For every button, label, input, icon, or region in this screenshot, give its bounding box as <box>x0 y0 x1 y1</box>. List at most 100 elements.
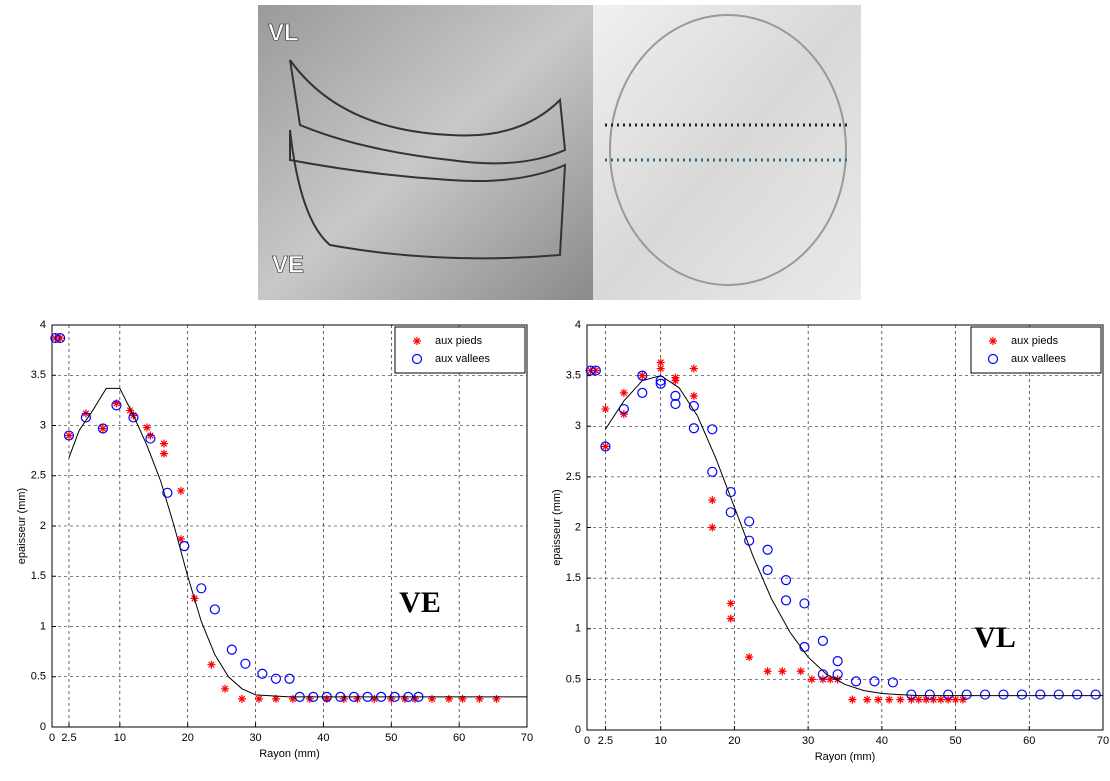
point <box>655 378 666 389</box>
legend-box <box>394 326 526 374</box>
x-axis-label: Rayon (mm) <box>259 748 320 760</box>
photo-shell-vl <box>289 59 567 165</box>
point <box>97 423 108 434</box>
x-tick-label: 0 <box>584 735 590 747</box>
point <box>958 695 967 704</box>
y-tick-label: 1 <box>575 623 581 635</box>
point <box>1053 689 1064 700</box>
point <box>708 496 717 505</box>
point <box>400 694 409 703</box>
y-tick-label: 0.5 <box>31 671 46 683</box>
x-tick-label: 50 <box>385 732 397 744</box>
point <box>998 689 1009 700</box>
y-tick-label: 3.5 <box>566 370 581 382</box>
legend-marker <box>987 353 999 365</box>
x-tick-label: 40 <box>317 732 329 744</box>
plot-frame <box>586 324 1104 731</box>
y-tick-label: 1 <box>40 620 46 632</box>
point <box>670 398 681 410</box>
point <box>780 575 792 586</box>
y-tick-label: 1.5 <box>31 570 46 582</box>
legend-marker <box>989 337 997 345</box>
point <box>305 694 314 703</box>
point <box>196 583 207 594</box>
photo-left <box>258 5 593 300</box>
point <box>656 358 665 367</box>
point <box>936 695 945 704</box>
point <box>63 430 75 441</box>
photo-label: VL <box>268 19 299 46</box>
point <box>924 689 935 700</box>
legend-label: aux pieds <box>435 335 483 347</box>
point <box>688 423 699 434</box>
x-tick-label: 60 <box>453 732 465 744</box>
point <box>159 449 168 458</box>
point <box>707 424 718 435</box>
y-tick-label: 4 <box>575 319 581 331</box>
annotation: VL <box>974 621 1016 654</box>
point <box>807 675 816 684</box>
point <box>1035 689 1046 700</box>
x-tick-label: 70 <box>521 732 533 744</box>
point <box>591 366 600 375</box>
point <box>1072 689 1083 700</box>
y-tick-label: 2 <box>575 521 581 533</box>
point <box>601 405 610 414</box>
point <box>590 365 601 376</box>
point <box>979 689 991 700</box>
y-tick-label: 0 <box>40 721 46 733</box>
point <box>744 516 755 527</box>
point <box>726 599 735 608</box>
point <box>885 695 894 704</box>
point <box>780 595 792 606</box>
point <box>111 400 122 411</box>
y-tick-label: 0 <box>575 724 581 736</box>
point <box>708 523 717 532</box>
point <box>284 673 295 684</box>
y-tick-label: 3 <box>40 419 46 431</box>
legend-label: aux vallees <box>1011 353 1067 365</box>
fit-line <box>68 387 527 698</box>
point <box>799 598 810 609</box>
point <box>762 544 773 555</box>
point <box>585 365 596 376</box>
point <box>475 694 484 703</box>
point <box>914 695 923 704</box>
photo: VL VE <box>258 5 861 300</box>
point <box>209 604 220 615</box>
photo-shell-ve <box>289 129 567 260</box>
point <box>428 694 436 703</box>
point <box>353 694 362 703</box>
x-tick-label: 30 <box>802 735 814 747</box>
point <box>951 695 960 704</box>
point <box>689 364 698 373</box>
point <box>887 677 899 688</box>
point <box>176 535 185 544</box>
point <box>796 667 805 676</box>
point <box>257 668 268 679</box>
point <box>929 695 938 704</box>
x-tick-label: 60 <box>1023 735 1035 747</box>
x-tick-label: 20 <box>728 735 740 747</box>
point <box>601 442 610 451</box>
point <box>707 466 718 477</box>
point <box>387 694 396 703</box>
x-axis-label: Rayon (mm) <box>815 751 876 763</box>
point <box>922 695 931 704</box>
point <box>98 424 107 433</box>
point <box>126 406 135 415</box>
point <box>288 694 297 703</box>
point <box>128 412 139 423</box>
point <box>637 387 648 398</box>
point <box>458 694 467 703</box>
point <box>600 441 611 452</box>
chart: 00.511.522.533.540 2.5 10 20 30 40 50 60 70Rayon… <box>551 319 1109 763</box>
x-tick-label: 2.5 <box>61 732 76 744</box>
point <box>670 390 681 401</box>
point <box>826 675 835 684</box>
point <box>240 658 251 669</box>
point <box>112 399 121 408</box>
point <box>586 366 595 375</box>
